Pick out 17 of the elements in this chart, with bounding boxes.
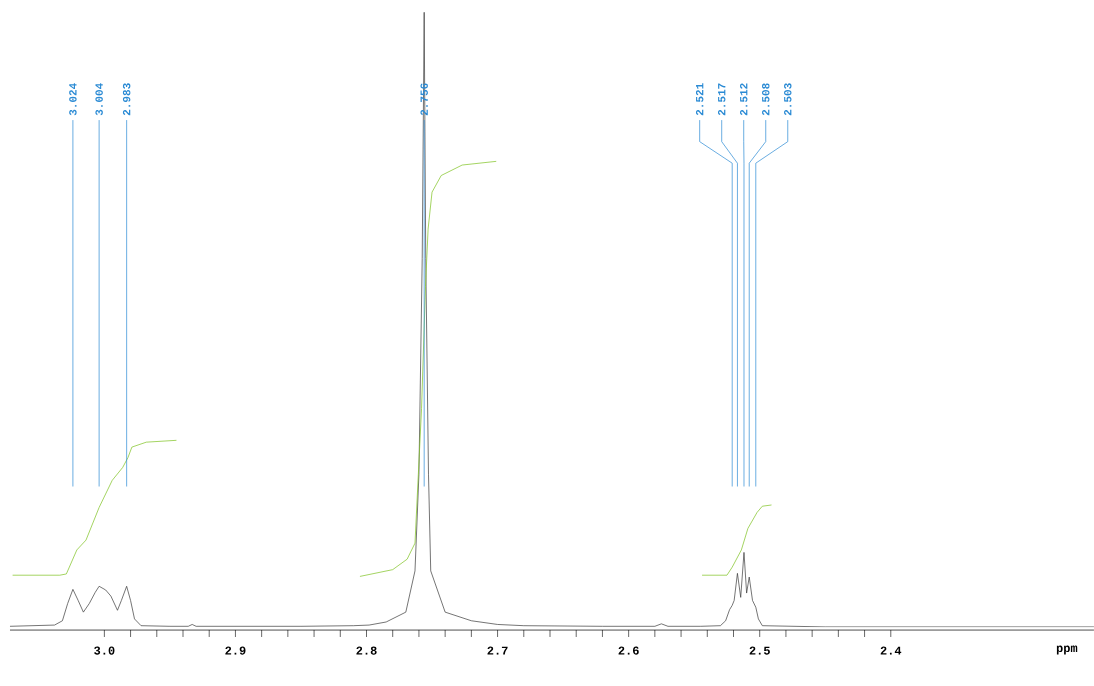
annotation: 3.024 bbox=[69, 83, 77, 116]
x-tick-label: 2.7 bbox=[487, 646, 508, 655]
x-tick-label: 2.4 bbox=[880, 646, 902, 655]
x-tick-label: 2.5 bbox=[749, 646, 770, 655]
x-tick-label: 3.0 bbox=[94, 646, 115, 655]
annotation: 2.508 bbox=[762, 83, 770, 116]
x-tick-label: 2.8 bbox=[356, 646, 377, 655]
x-tick-label: 2.6 bbox=[618, 646, 639, 655]
annotation: 3.004 bbox=[95, 83, 103, 116]
annotation: 2.503 bbox=[784, 83, 792, 116]
x-axis-title: ppm bbox=[1056, 645, 1078, 655]
annotation: 2.517 bbox=[717, 83, 726, 116]
annotation: 2.521 bbox=[695, 83, 704, 116]
annotation: 2.512 bbox=[740, 83, 748, 116]
x-tick-label: 2.9 bbox=[225, 646, 246, 655]
annotation: 2.756 bbox=[420, 83, 428, 116]
annotation: 2.983 bbox=[122, 83, 131, 116]
